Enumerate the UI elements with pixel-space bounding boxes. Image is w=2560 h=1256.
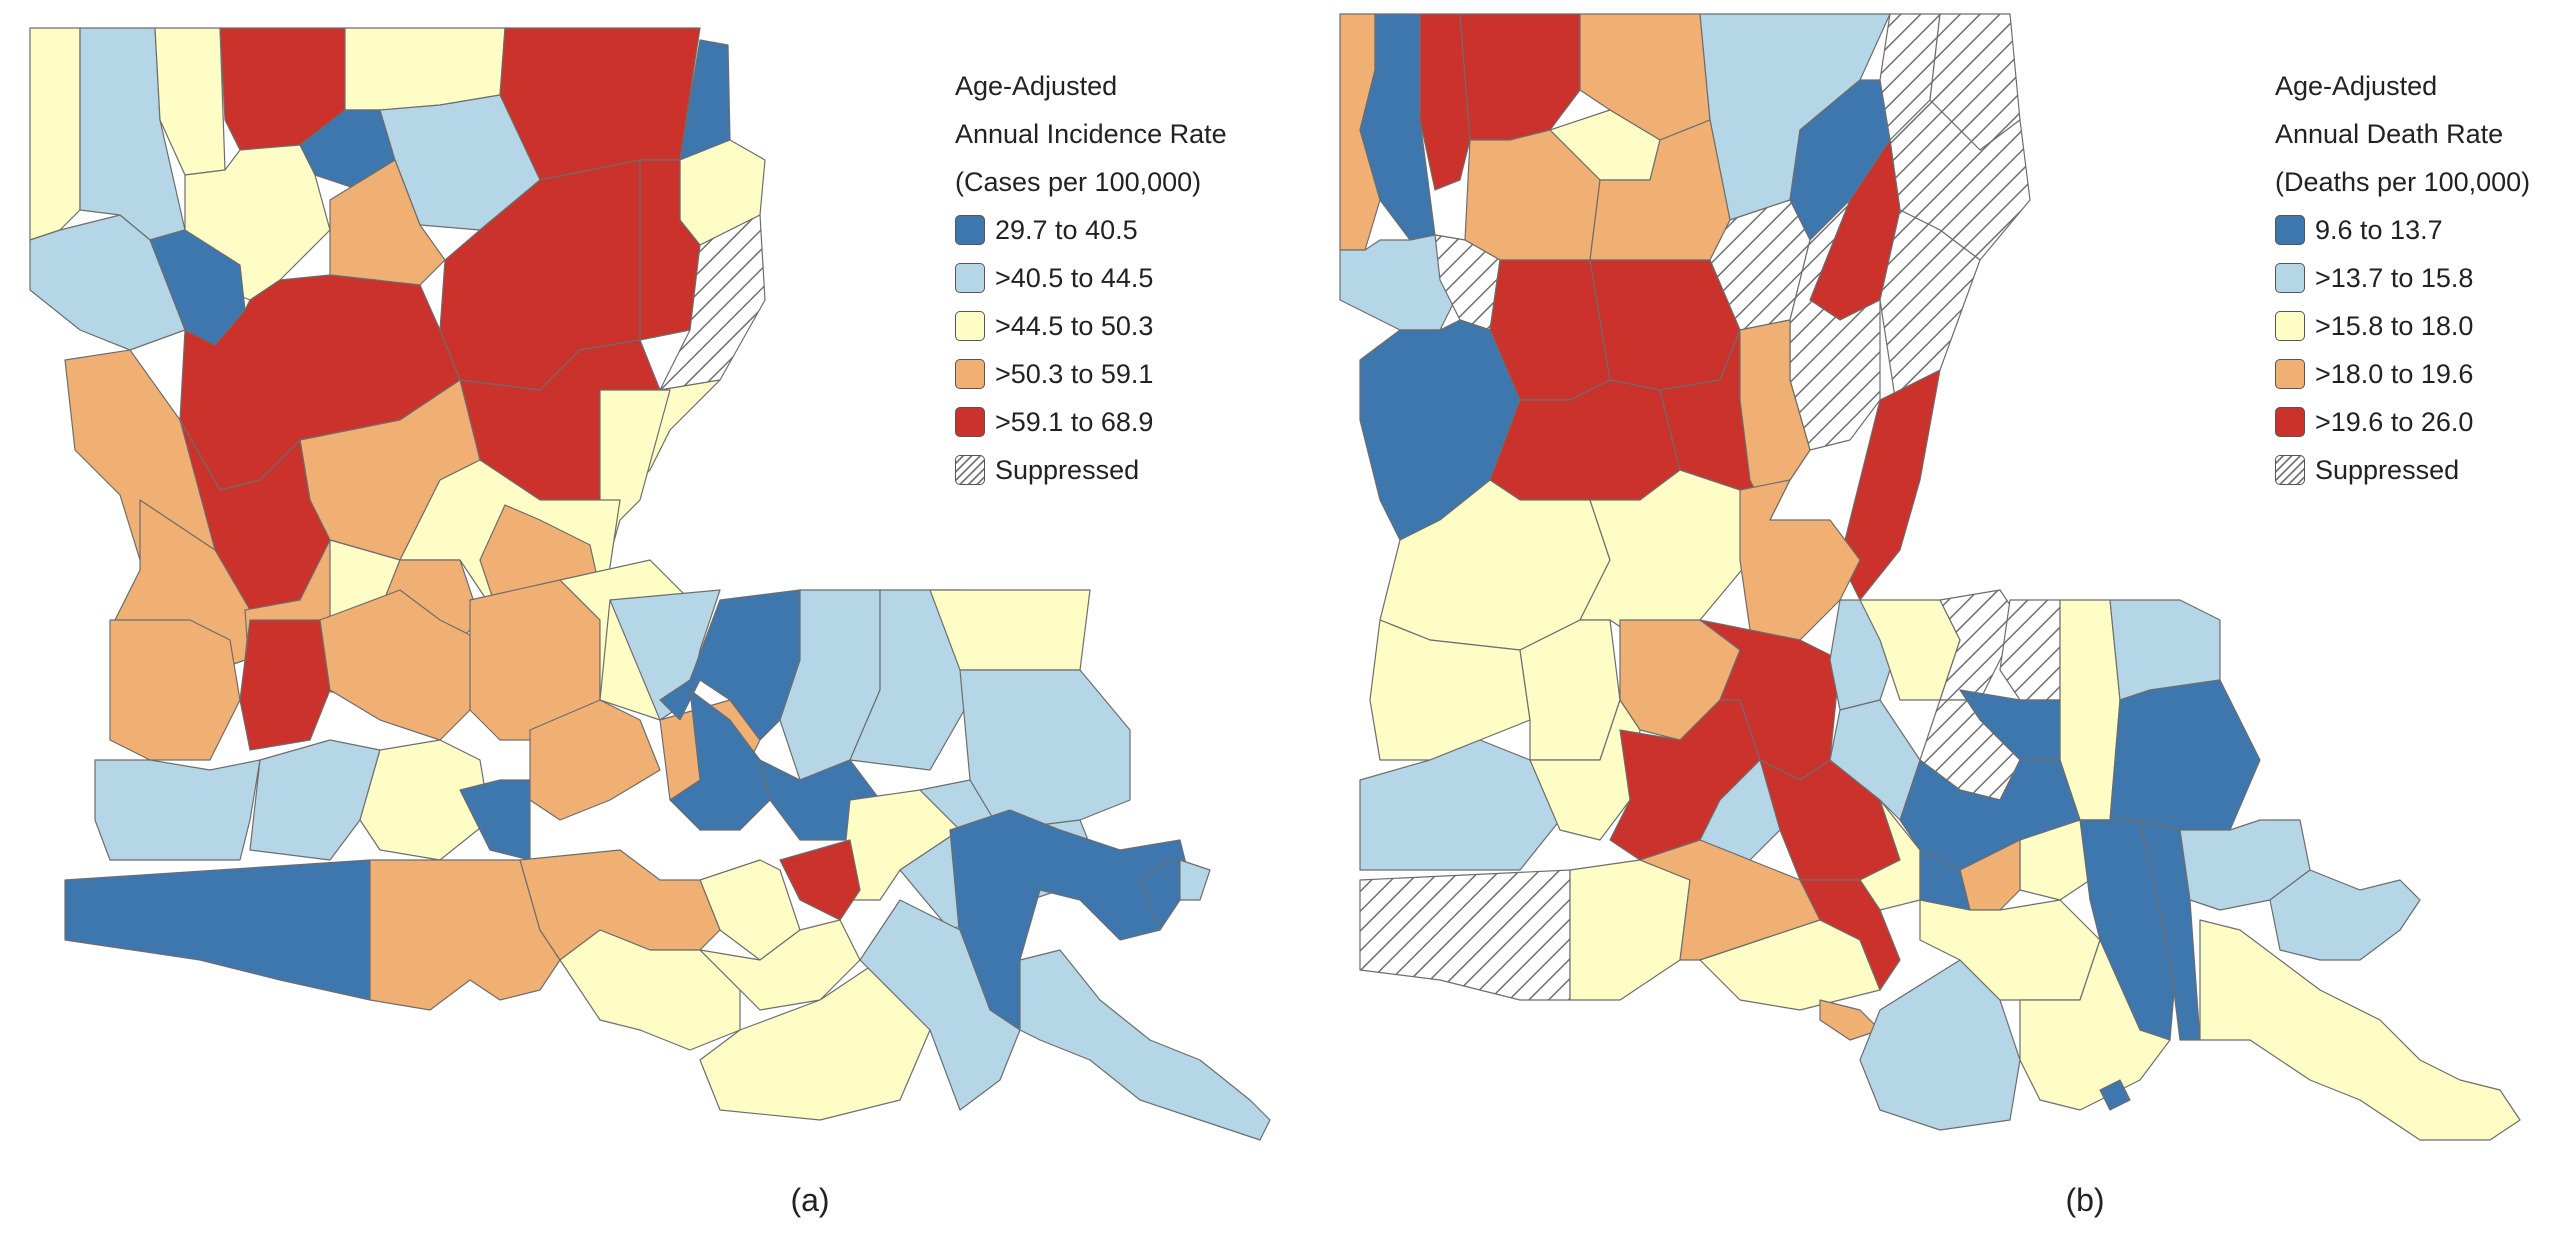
legend-swatch bbox=[955, 215, 985, 245]
parish-region bbox=[29, 27, 81, 241]
legend-title-line: Annual Incidence Rate bbox=[955, 119, 1227, 149]
legend-label: >13.7 to 15.8 bbox=[2315, 263, 2474, 293]
legend-title-line: Age-Adjusted bbox=[2275, 71, 2438, 101]
incidence-map-panel: Age-Adjusted Annual Incidence Rate (Case… bbox=[29, 27, 1271, 1218]
parish-region bbox=[239, 619, 331, 751]
parish-region bbox=[1569, 859, 1691, 1001]
parish-region bbox=[1359, 869, 1571, 1001]
parish-region bbox=[94, 759, 261, 861]
legend-label: Suppressed bbox=[2315, 455, 2460, 485]
legend-title: Age-Adjusted Annual Death Rate (Deaths p… bbox=[2275, 62, 2530, 206]
parish-region bbox=[249, 739, 381, 861]
parish-region bbox=[529, 699, 661, 821]
legend-label: >44.5 to 50.3 bbox=[995, 311, 1154, 341]
legend-swatch bbox=[2275, 215, 2305, 245]
parish-region bbox=[2269, 869, 2421, 961]
legend-item-class-1: 29.7 to 40.5 bbox=[955, 206, 1227, 254]
parish-region bbox=[1459, 13, 1581, 141]
legend-title-line: (Cases per 100,000) bbox=[955, 167, 1202, 197]
incidence-legend: Age-Adjusted Annual Incidence Rate (Case… bbox=[955, 62, 1227, 494]
parish-region bbox=[64, 859, 371, 1001]
parish-region bbox=[779, 839, 861, 921]
legend-label: Suppressed bbox=[995, 455, 1140, 485]
legend-item-suppressed: Suppressed bbox=[955, 446, 1227, 494]
legend-swatch bbox=[2275, 407, 2305, 437]
legend-item-suppressed: Suppressed bbox=[2275, 446, 2530, 494]
parish-region bbox=[1589, 259, 1741, 391]
parish-region bbox=[2109, 679, 2261, 831]
legend-swatch bbox=[2275, 263, 2305, 293]
panel-caption: (b) bbox=[2065, 1182, 2105, 1218]
legend-label: >18.0 to 19.6 bbox=[2315, 359, 2474, 389]
legend-item-class-3: >15.8 to 18.0 bbox=[2275, 302, 2530, 350]
legend-title-line: Annual Death Rate bbox=[2275, 119, 2504, 149]
parish-region bbox=[1179, 859, 1211, 901]
parish-region bbox=[1959, 689, 2061, 761]
legend-label: 9.6 to 13.7 bbox=[2315, 215, 2443, 245]
legend-item-class-2: >13.7 to 15.8 bbox=[2275, 254, 2530, 302]
parish-region bbox=[2019, 939, 2171, 1111]
legend-title-line: (Deaths per 100,000) bbox=[2275, 167, 2531, 197]
parish-region bbox=[359, 739, 491, 861]
legend-label: >50.3 to 59.1 bbox=[995, 359, 1154, 389]
parish-region bbox=[1819, 999, 1881, 1041]
legend-label: 29.7 to 40.5 bbox=[995, 215, 1138, 245]
parish-region bbox=[2199, 919, 2521, 1141]
legend-swatch bbox=[2275, 311, 2305, 341]
death-rate-legend: Age-Adjusted Annual Death Rate (Deaths p… bbox=[2275, 62, 2530, 494]
legend-item-class-3: >44.5 to 50.3 bbox=[955, 302, 1227, 350]
parish-region bbox=[1799, 879, 1901, 991]
legend-swatch bbox=[2275, 359, 2305, 389]
legend-swatch bbox=[955, 311, 985, 341]
legend-swatch bbox=[955, 359, 985, 389]
parish-region bbox=[1739, 479, 1861, 641]
parish-region bbox=[1839, 369, 1941, 601]
death-rate-map-panel: Age-Adjusted Annual Death Rate (Deaths p… bbox=[1320, 0, 2560, 1256]
legend-item-class-1: 9.6 to 13.7 bbox=[2275, 206, 2530, 254]
legend-item-class-4: >18.0 to 19.6 bbox=[2275, 350, 2530, 398]
legend-item-class-4: >50.3 to 59.1 bbox=[955, 350, 1227, 398]
parish-region bbox=[559, 929, 741, 1051]
panel-caption: (a) bbox=[790, 1182, 830, 1218]
legend-title: Age-Adjusted Annual Incidence Rate (Case… bbox=[955, 62, 1227, 206]
parish-region bbox=[459, 779, 531, 861]
incidence-choropleth-map bbox=[29, 27, 1271, 1141]
legend-item-class-5: >59.1 to 68.9 bbox=[955, 398, 1227, 446]
legend-swatch-hatched bbox=[2275, 455, 2305, 485]
parish-region bbox=[499, 27, 701, 181]
legend-item-class-2: >40.5 to 44.5 bbox=[955, 254, 1227, 302]
legend-title-line: Age-Adjusted bbox=[955, 71, 1118, 101]
legend-label: >40.5 to 44.5 bbox=[995, 263, 1154, 293]
parish-region bbox=[699, 959, 931, 1121]
death-rate-choropleth-map bbox=[1339, 13, 2521, 1141]
parish-region bbox=[2099, 1079, 2131, 1111]
parish-region bbox=[669, 689, 771, 831]
legend-label: >15.8 to 18.0 bbox=[2315, 311, 2474, 341]
legend-item-class-5: >19.6 to 26.0 bbox=[2275, 398, 2530, 446]
parish-region bbox=[1999, 599, 2061, 701]
parish-region bbox=[1019, 949, 1271, 1141]
legend-label: >19.6 to 26.0 bbox=[2315, 407, 2474, 437]
parish-region bbox=[109, 619, 241, 761]
legend-label: >59.1 to 68.9 bbox=[995, 407, 1154, 437]
legend-swatch bbox=[955, 263, 985, 293]
legend-swatch-hatched bbox=[955, 455, 985, 485]
legend-swatch bbox=[955, 407, 985, 437]
